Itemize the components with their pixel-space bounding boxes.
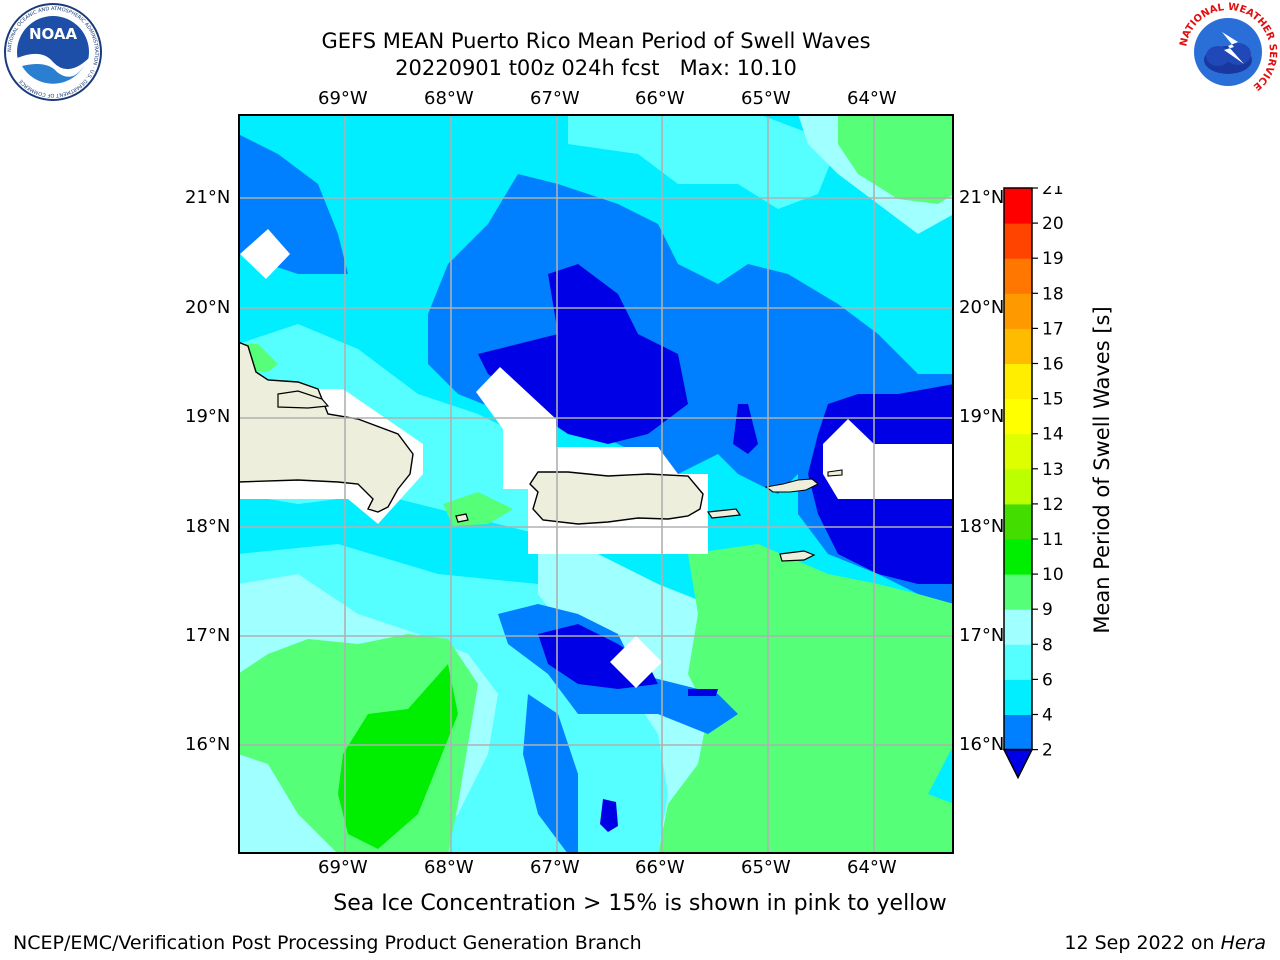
colorbar-segment: [1004, 293, 1032, 329]
lon-label-bottom-65w: 65°W: [741, 857, 791, 878]
chart-title-line1: GEFS MEAN Puerto Rico Mean Period of Swe…: [321, 29, 871, 53]
sea-ice-caption: Sea Ice Concentration > 15% is shown in …: [333, 891, 947, 916]
lon-label-bottom-66w: 66°W: [635, 857, 685, 878]
map-border: [238, 114, 954, 854]
colorbar-segment: [1004, 433, 1032, 470]
colorbar: 2 4 6 8 9 10 11 12 13 14 15 16 17 18 19 20 21: [996, 179, 1096, 786]
land-puerto-rico: [529, 471, 704, 525]
lat-label-right-16n: 16°N: [959, 734, 1005, 755]
lon-label-top-69w: 69°W: [318, 88, 368, 109]
lat-label-right-19n: 19°N: [959, 406, 1005, 427]
colorbar-segment: [1004, 644, 1032, 680]
colorbar-tick-label: 15: [1042, 390, 1064, 410]
colorbar-label-wrap: Mean Period of Swell Waves [s]: [1087, 290, 1117, 650]
lon-label-bottom-68w: 68°W: [424, 857, 474, 878]
map-panel: [238, 114, 954, 854]
lat-label-left-20n: 20°N: [185, 297, 231, 318]
land-hispaniola-isle: [277, 390, 330, 409]
lat-label-right-17n: 17°N: [959, 625, 1005, 646]
contour-4-6-south-tail: [523, 694, 578, 854]
colorbar-segment: [1004, 363, 1032, 400]
lon-label-bottom-67w: 67°W: [530, 857, 580, 878]
lat-label-left-17n: 17°N: [185, 625, 231, 646]
colorbar-tick-label: 14: [1042, 425, 1064, 445]
colorbar-tick-label: 10: [1042, 565, 1064, 585]
map-canvas: [238, 114, 954, 854]
land-st-croix: [779, 550, 816, 562]
nws-logo: NATIONAL WEATHER SERVICE: [1178, 2, 1278, 102]
footer-date: 12 Sep 2022 on Hera: [1064, 932, 1266, 954]
land-mona: [455, 513, 469, 523]
colorbar-tick-label: 9: [1042, 600, 1053, 620]
colorbar-tick-label: 6: [1042, 670, 1053, 690]
colorbar-tick-label: 21: [1042, 186, 1064, 199]
footer-producer: NCEP/EMC/Verification Post Processing Pr…: [13, 932, 642, 954]
lon-label-top-68w: 68°W: [424, 88, 474, 109]
contour-8-9-north: [568, 114, 838, 209]
colorbar-tick-label: 20: [1042, 214, 1064, 234]
colorbar-segment: [1004, 574, 1032, 610]
colorbar-segment: [1004, 714, 1032, 751]
contour-10-11-south-right: [658, 544, 954, 854]
colorbar-segment: [1004, 188, 1032, 224]
colorbar-segment: [1004, 398, 1032, 435]
contour-2-4-dash: [688, 689, 718, 696]
colorbar-segment: [1004, 503, 1032, 540]
colorbar-tick-label: 11: [1042, 530, 1064, 550]
colorbar-tick-label: 12: [1042, 495, 1064, 515]
colorbar-segment: [1004, 679, 1032, 715]
noaa-logo: NOAA NATIONAL OCEANIC AND ATMOSPHERIC AD…: [2, 2, 104, 102]
colorbar-tick-label: 8: [1042, 635, 1053, 655]
colorbar-segment: [1004, 539, 1032, 575]
colorbar-segment: [1004, 609, 1032, 645]
chart-title-line2: 20220901 t00z 024h fcst Max: 10.10: [395, 56, 797, 80]
footer-date-text: 12 Sep 2022 on: [1064, 932, 1221, 954]
colorbar-tick-label: 18: [1042, 284, 1064, 304]
colorbar-tick-label: 19: [1042, 249, 1064, 269]
map-graticule: [238, 114, 954, 854]
colorbar-tick-label: 16: [1042, 355, 1064, 375]
land-anegada: [827, 469, 843, 477]
colorbar-label: Mean Period of Swell Waves [s]: [1090, 306, 1114, 634]
mask-west-diamond: [240, 229, 290, 279]
lat-label-left-18n: 18°N: [185, 516, 231, 537]
footer-host: Hera: [1220, 932, 1266, 954]
land-vieques: [706, 508, 742, 519]
colorbar-segment: [1004, 258, 1032, 294]
lon-label-top-65w: 65°W: [741, 88, 791, 109]
colorbar-segment: [1004, 223, 1032, 259]
lat-label-left-19n: 19°N: [185, 406, 231, 427]
mask-east: [823, 419, 954, 499]
colorbar-tick-label: 2: [1042, 741, 1053, 761]
contour-2-4-midstrip: [733, 404, 758, 454]
mask-south-diamond: [610, 636, 662, 688]
lat-label-right-21n: 21°N: [959, 187, 1005, 208]
lon-label-top-64w: 64°W: [847, 88, 897, 109]
lat-label-left-16n: 16°N: [185, 734, 231, 755]
lat-label-right-18n: 18°N: [959, 516, 1005, 537]
lon-label-bottom-69w: 69°W: [318, 857, 368, 878]
colorbar-segment: [1004, 468, 1032, 505]
colorbar-tick-label: 13: [1042, 460, 1064, 480]
colorbar-segment: [1004, 328, 1032, 364]
noaa-logo-text: NOAA: [29, 25, 78, 43]
colorbar-tick-label: 4: [1042, 706, 1053, 726]
colorbar-extend-arrow: [1002, 748, 1034, 780]
contour-10-11-northeast: [838, 114, 954, 204]
lon-label-bottom-64w: 64°W: [847, 857, 897, 878]
contour-11-12-south: [338, 664, 458, 849]
lat-label-right-20n: 20°N: [959, 297, 1005, 318]
colorbar-svg: 2 4 6 8 9 10 11 12 13 14 15 16 17 18 19 20 21: [1002, 179, 1064, 780]
land-virgin-islands: [764, 478, 819, 493]
contour-2-4-south-blob: [600, 799, 618, 832]
lat-label-left-21n: 21°N: [185, 187, 231, 208]
lon-label-top-67w: 67°W: [530, 88, 580, 109]
lon-label-top-66w: 66°W: [635, 88, 685, 109]
colorbar-tick-label: 17: [1042, 319, 1064, 339]
